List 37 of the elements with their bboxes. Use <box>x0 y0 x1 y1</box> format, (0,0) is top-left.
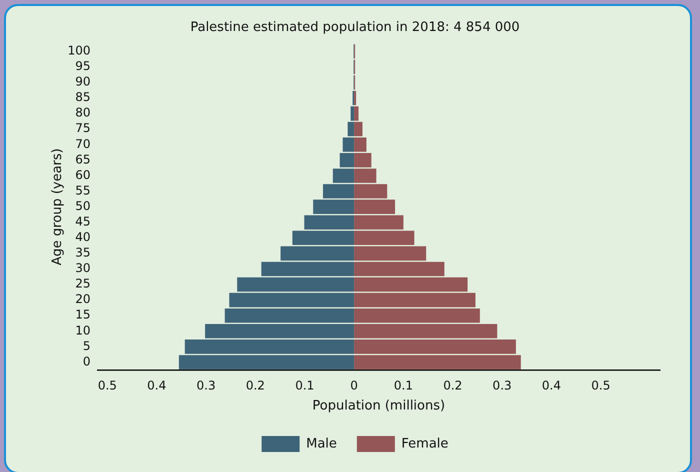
y-axis-title: Age group (years) <box>50 148 66 266</box>
y-tick-label: 75 <box>75 121 91 136</box>
y-tick-label: 65 <box>75 152 91 166</box>
x-tick-label: 0.1 <box>394 378 413 392</box>
y-tick-label: 45 <box>75 214 91 228</box>
x-tick-label: 0.2 <box>246 378 265 392</box>
y-tick-label: 50 <box>75 198 91 213</box>
legend-label: Female <box>401 436 448 452</box>
x-tick-label: 0.4 <box>542 378 561 392</box>
y-tick-label: 0 <box>82 354 91 368</box>
y-tick-label: 30 <box>75 261 91 276</box>
x-axis-title: Population (millions) <box>312 398 446 414</box>
y-tick-label: 10 <box>75 323 91 338</box>
legend-label: Male <box>306 436 337 452</box>
y-tick-label: 100 <box>68 43 91 58</box>
x-tick-label: 0.3 <box>492 378 512 392</box>
y-tick-label: 35 <box>75 246 91 260</box>
y-tick-label: 80 <box>75 106 91 120</box>
y-tick-label: 25 <box>75 276 91 291</box>
y-tick-label: 20 <box>75 292 91 306</box>
y-tick-label: 70 <box>75 136 91 151</box>
x-tick-label: 0.1 <box>295 378 314 392</box>
y-tick-label: 55 <box>75 183 91 198</box>
x-tick-label: 0.2 <box>443 378 462 392</box>
x-tick-label: 0.3 <box>196 378 216 392</box>
y-tick-label: 5 <box>82 338 91 353</box>
x-tick-label: 0.5 <box>591 378 610 392</box>
y-tick-label: 95 <box>75 59 91 74</box>
x-tick-label: 0 <box>350 378 358 392</box>
y-tick-label: 90 <box>75 74 91 89</box>
y-tick-label: 85 <box>75 90 91 104</box>
y-tick-label: 15 <box>75 308 91 322</box>
y-tick-label: 60 <box>75 168 91 182</box>
y-tick-label: 40 <box>75 230 91 244</box>
x-tick-label: 0.5 <box>98 378 117 392</box>
x-tick-label: 0.4 <box>147 378 166 392</box>
chart-title: Palestine estimated population in 2018: 4 854 000 <box>190 20 520 36</box>
